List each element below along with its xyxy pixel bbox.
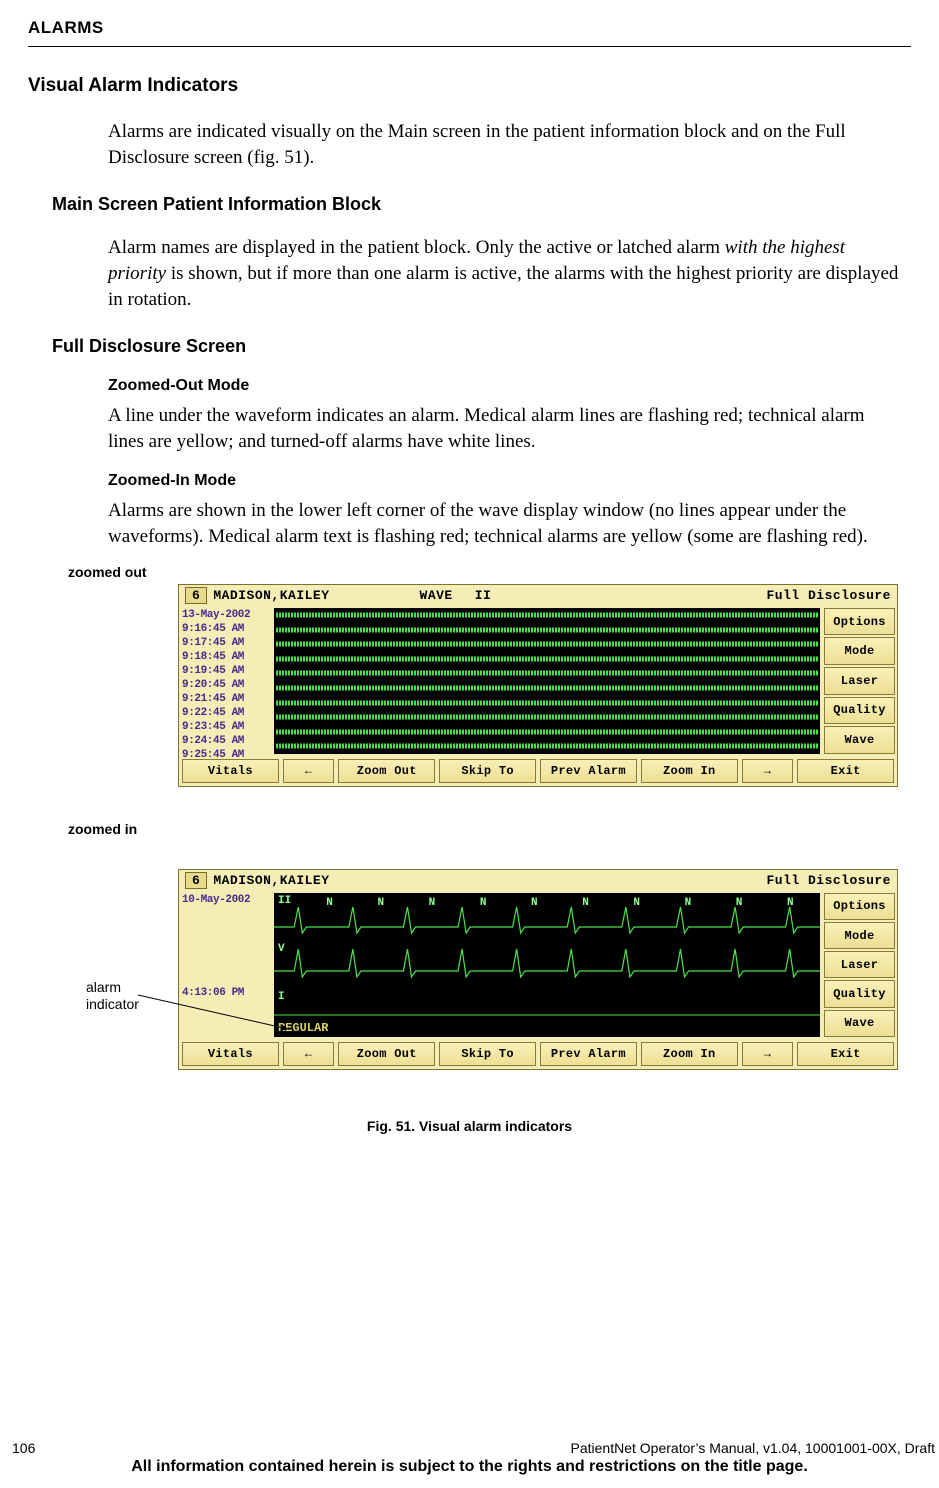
wave-row (274, 695, 820, 710)
h4-zoomed-in: Zoomed-In Mode (108, 472, 911, 490)
ecg-trace-icon (274, 941, 820, 989)
time-row: 9:21:45 AM (182, 692, 271, 706)
patient-name: MADISON,KAILEY (213, 873, 329, 888)
date-zi: 10-May-2002 (182, 893, 271, 907)
prev-alarm-button[interactable]: Prev Alarm (540, 1042, 637, 1066)
annot-line1: alarm (86, 979, 121, 995)
mode-button[interactable]: Mode (824, 922, 895, 949)
laser-button[interactable]: Laser (824, 951, 895, 978)
wave-row (274, 710, 820, 725)
side-buttons-zi: Options Mode Laser Quality Wave (822, 891, 897, 1039)
zoom-out-button[interactable]: Zoom Out (338, 759, 435, 783)
time-row: 9:17:45 AM (182, 636, 271, 650)
bed-id: 6 (185, 587, 207, 604)
panel-zoomed-in: 6 MADISON,KAILEY Full Disclosure 10-May-… (178, 869, 898, 1070)
label-zoomed-out: zoomed out (68, 564, 911, 580)
skip-to-button[interactable]: Skip To (439, 759, 536, 783)
time-row: 9:24:45 AM (182, 734, 271, 748)
time-row: 9:19:45 AM (182, 664, 271, 678)
footer-notice: All information contained herein is subj… (0, 1458, 939, 1476)
wave-row (274, 608, 820, 623)
times-column-zo: 13-May-2002 9:16:45 AM 9:17:45 AM 9:18:4… (179, 606, 274, 756)
time-row: 9:23:45 AM (182, 720, 271, 734)
laser-button[interactable]: Laser (824, 667, 895, 695)
prev-button[interactable]: ← (283, 759, 334, 783)
panel-zoomed-out-wrap: 6 MADISON,KAILEY WAVE II Full Disclosure… (178, 584, 898, 787)
prev-button[interactable]: ← (283, 1042, 334, 1066)
time-row: 9:18:45 AM (182, 650, 271, 664)
para-zoomed-in: Alarms are shown in the lower left corne… (108, 498, 901, 549)
annot-line2: indicator (86, 996, 139, 1012)
next-button[interactable]: → (742, 1042, 793, 1066)
wave-row (274, 637, 820, 652)
wave-button[interactable]: Wave (824, 726, 895, 754)
options-button[interactable]: Options (824, 608, 895, 636)
patient-name: MADISON,KAILEY (213, 588, 329, 603)
vitals-button[interactable]: Vitals (182, 759, 279, 783)
panel-zoomed-out: 6 MADISON,KAILEY WAVE II Full Disclosure… (178, 584, 898, 787)
wave-row (274, 739, 820, 754)
wave-row (274, 652, 820, 667)
bottom-bar-zi: Vitals ← Zoom Out Skip To Prev Alarm Zoo… (179, 1039, 897, 1069)
bottom-bar-zo: Vitals ← Zoom Out Skip To Prev Alarm Zoo… (179, 756, 897, 786)
wave-row (274, 622, 820, 637)
intro-para: Alarms are indicated visually on the Mai… (108, 119, 901, 170)
mode-label: Full Disclosure (766, 588, 891, 603)
zoom-out-button[interactable]: Zoom Out (338, 1042, 435, 1066)
footer-right: PatientNet Operator’s Manual, v1.04, 100… (571, 1440, 935, 1456)
wave-row (274, 666, 820, 681)
figure-caption: Fig. 51. Visual alarm indicators (28, 1118, 911, 1134)
next-button[interactable]: → (742, 759, 793, 783)
wave-row-bot: I REGULAR (274, 989, 820, 1037)
exit-button[interactable]: Exit (797, 759, 894, 783)
date-zo: 13-May-2002 (182, 608, 271, 622)
p2-part3: is shown, but if more than one alarm is … (108, 263, 898, 310)
ecg-trace-icon (274, 989, 820, 1037)
wave-area-zi: II NNNNNNNNNN V I (274, 893, 820, 1037)
ecg-trace-icon (274, 893, 820, 941)
mode-label: Full Disclosure (766, 873, 891, 888)
zoom-in-button[interactable]: Zoom In (641, 759, 738, 783)
titlebar-zi: 6 MADISON,KAILEY Full Disclosure (179, 870, 897, 891)
skip-to-button[interactable]: Skip To (439, 1042, 536, 1066)
quality-button[interactable]: Quality (824, 697, 895, 725)
wave-row-mid: V (274, 941, 820, 989)
wave-area-zo (274, 608, 820, 754)
prev-alarm-button[interactable]: Prev Alarm (540, 759, 637, 783)
alarm-status: REGULAR (274, 1019, 332, 1037)
page-header: ALARMS (28, 18, 911, 47)
mode-button[interactable]: Mode (824, 637, 895, 665)
wave-row (274, 681, 820, 696)
titlebar-zo: 6 MADISON,KAILEY WAVE II Full Disclosure (179, 585, 897, 606)
wave-label: WAVE (420, 588, 453, 603)
para-main-screen: Alarm names are displayed in the patient… (108, 235, 901, 312)
exit-button[interactable]: Exit (797, 1042, 894, 1066)
bed-id: 6 (185, 872, 207, 889)
times-column-zi: 10-May-2002 4:13:06 PM (179, 891, 274, 1039)
h3-full-disclosure: Full Disclosure Screen (52, 336, 911, 357)
lead-label: II (475, 588, 492, 603)
vitals-button[interactable]: Vitals (182, 1042, 279, 1066)
zoom-in-button[interactable]: Zoom In (641, 1042, 738, 1066)
alarm-indicator-annot: alarm indicator (86, 979, 139, 1014)
h4-zoomed-out: Zoomed-Out Mode (108, 377, 911, 395)
para-zoomed-out: A line under the waveform indicates an a… (108, 403, 901, 454)
p2-part1: Alarm names are displayed in the patient… (108, 237, 725, 258)
page-number: 106 (12, 1440, 35, 1456)
quality-button[interactable]: Quality (824, 980, 895, 1007)
page-footer: 106 PatientNet Operator’s Manual, v1.04,… (0, 1440, 939, 1476)
time-row: 9:20:45 AM (182, 678, 271, 692)
time-row: 9:22:45 AM (182, 706, 271, 720)
h2-visual-alarm: Visual Alarm Indicators (28, 75, 911, 97)
time-row: 9:16:45 AM (182, 622, 271, 636)
wave-row-top: II NNNNNNNNNN (274, 893, 820, 941)
label-zoomed-in: zoomed in (68, 821, 911, 837)
options-button[interactable]: Options (824, 893, 895, 920)
wave-button[interactable]: Wave (824, 1010, 895, 1037)
panel-zoomed-in-wrap: 6 MADISON,KAILEY Full Disclosure 10-May-… (178, 869, 898, 1070)
wave-row (274, 725, 820, 740)
side-buttons-zo: Options Mode Laser Quality Wave (822, 606, 897, 756)
time-zi: 4:13:06 PM (182, 986, 271, 1000)
h3-main-screen: Main Screen Patient Information Block (52, 194, 911, 215)
